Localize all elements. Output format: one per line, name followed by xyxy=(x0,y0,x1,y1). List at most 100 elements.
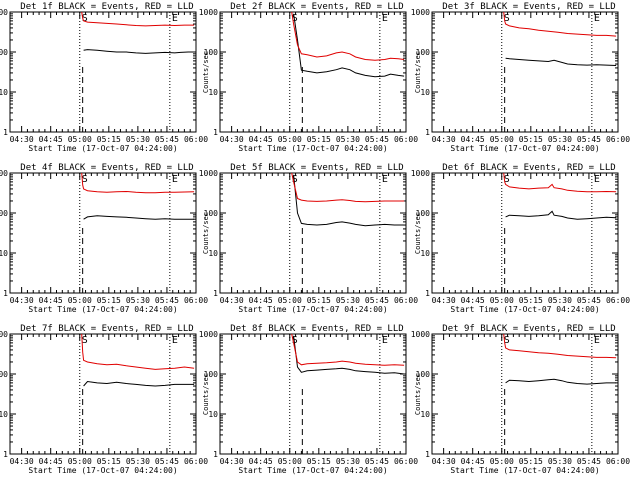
x-tick-label: 05:15 xyxy=(97,135,121,144)
y-tick-label: 100 xyxy=(416,370,431,379)
x-tick-label: 04:45 xyxy=(249,457,273,466)
x-tick-label: 04:30 xyxy=(432,296,456,305)
x-tick-label: 05:00 xyxy=(278,457,302,466)
y-tick-label: 1 xyxy=(3,128,8,137)
chart-title: Det 4f BLACK = Events, RED = LLD xyxy=(20,163,193,173)
x-tick-label: 04:45 xyxy=(461,135,485,144)
x-tick-label: 06:00 xyxy=(184,135,208,144)
x-tick-label: 05:30 xyxy=(336,296,360,305)
chart-title: Det 2f BLACK = Events, RED = LLD xyxy=(230,2,403,12)
events-series-line xyxy=(505,378,617,385)
end-marker: E xyxy=(172,13,178,24)
plot-frame xyxy=(219,172,407,294)
x-axis-label: Start Time (17-Oct-07 04:24:00) xyxy=(450,144,599,153)
y-axis-label: Counts/sec xyxy=(414,51,422,93)
x-axis-label: Start Time (17-Oct-07 04:24:00) xyxy=(450,466,599,475)
plot-frame xyxy=(9,172,197,294)
lld-series-line xyxy=(81,333,195,370)
end-marker: E xyxy=(594,174,600,185)
start-marker: S xyxy=(504,174,510,185)
x-tick-label: 05:30 xyxy=(548,457,572,466)
y-tick-label: 1000 xyxy=(199,169,218,178)
events-series-line xyxy=(293,174,405,227)
y-tick-label: 100 xyxy=(204,48,219,57)
events-series-line xyxy=(293,335,405,375)
x-axis-label: Start Time (17-Oct-07 04:24:00) xyxy=(450,305,599,314)
x-tick-label: 04:30 xyxy=(10,457,34,466)
y-tick-label: 1000 xyxy=(0,330,8,339)
y-tick-label: 10 xyxy=(208,249,218,258)
start-marker: S xyxy=(292,335,298,346)
end-marker: E xyxy=(594,13,600,24)
x-tick-label: 04:30 xyxy=(432,457,456,466)
start-marker: S xyxy=(82,174,88,185)
y-tick-label: 1 xyxy=(3,289,8,298)
y-tick-label: 1 xyxy=(425,450,430,459)
start-marker: S xyxy=(82,13,88,24)
y-tick-label: 1 xyxy=(213,289,218,298)
x-tick-label: 05:45 xyxy=(155,457,179,466)
x-tick-label: 06:00 xyxy=(184,296,208,305)
chart-panel-4: Det 4f BLACK = Events, RED = LLD 1 10 100 10… xyxy=(0,163,208,314)
x-tick-label: 05:00 xyxy=(490,457,514,466)
lld-series-line xyxy=(81,11,195,27)
y-tick-label: 1000 xyxy=(411,8,430,17)
chart-title: Det 5f BLACK = Events, RED = LLD xyxy=(230,163,403,173)
x-tick-label: 04:45 xyxy=(249,135,273,144)
x-tick-label: 04:30 xyxy=(432,135,456,144)
x-tick-label: 06:00 xyxy=(394,135,418,144)
x-tick-label: 05:45 xyxy=(577,135,601,144)
y-tick-label: 1000 xyxy=(411,169,430,178)
x-tick-label: 04:45 xyxy=(461,457,485,466)
y-axis-label: Counts/sec xyxy=(202,373,210,415)
lld-series-line xyxy=(291,333,405,366)
x-tick-label: 05:00 xyxy=(490,296,514,305)
x-tick-label: 05:15 xyxy=(307,296,331,305)
x-tick-label: 05:30 xyxy=(336,135,360,144)
y-tick-label: 1 xyxy=(425,289,430,298)
x-tick-label: 05:15 xyxy=(97,457,121,466)
x-tick-label: 05:30 xyxy=(548,296,572,305)
x-tick-label: 05:45 xyxy=(365,135,389,144)
chart-panel-8: Det 8f BLACK = Events, RED = LLD 1 10 100 10… xyxy=(199,324,418,475)
chart-title: Det 7f BLACK = Events, RED = LLD xyxy=(20,324,193,334)
events-series-line xyxy=(83,380,195,387)
x-tick-label: 04:30 xyxy=(220,457,244,466)
lld-series-line xyxy=(291,11,405,61)
x-tick-label: 04:30 xyxy=(220,135,244,144)
x-tick-label: 06:00 xyxy=(394,296,418,305)
x-tick-label: 05:30 xyxy=(126,296,150,305)
x-tick-label: 06:00 xyxy=(184,457,208,466)
x-axis-label: Start Time (17-Oct-07 04:24:00) xyxy=(28,305,177,314)
chart-title: Det 3f BLACK = Events, RED = LLD xyxy=(442,2,615,12)
y-axis-label: Counts/sec xyxy=(414,373,422,415)
plot-frame xyxy=(431,11,619,133)
events-series-line xyxy=(83,215,195,220)
x-tick-label: 04:30 xyxy=(220,296,244,305)
x-tick-label: 04:30 xyxy=(10,135,34,144)
x-tick-label: 05:15 xyxy=(519,296,543,305)
start-marker: S xyxy=(504,335,510,346)
x-axis-label: Start Time (17-Oct-07 04:24:00) xyxy=(238,305,387,314)
chart-panel-5: Det 5f BLACK = Events, RED = LLD 1 10 100 10… xyxy=(199,163,418,314)
y-tick-label: 1000 xyxy=(0,169,8,178)
y-tick-label: 1000 xyxy=(0,8,8,17)
events-series-line xyxy=(293,13,405,78)
x-axis-label: Start Time (17-Oct-07 04:24:00) xyxy=(28,144,177,153)
x-tick-label: 05:45 xyxy=(155,296,179,305)
y-tick-label: 100 xyxy=(0,370,8,379)
y-tick-label: 10 xyxy=(0,88,8,97)
y-axis-label: Counts/sec xyxy=(202,212,210,254)
end-marker: E xyxy=(172,174,178,185)
end-marker: E xyxy=(172,335,178,346)
start-marker: S xyxy=(504,13,510,24)
chart-panel-6: Det 6f BLACK = Events, RED = LLD 1 10 100 10… xyxy=(411,163,630,314)
chart-title: Det 6f BLACK = Events, RED = LLD xyxy=(442,163,615,173)
x-tick-label: 05:30 xyxy=(336,457,360,466)
x-tick-label: 05:15 xyxy=(519,135,543,144)
chart-title: Det 8f BLACK = Events, RED = LLD xyxy=(230,324,403,334)
x-tick-label: 05:45 xyxy=(577,296,601,305)
x-tick-label: 05:15 xyxy=(519,457,543,466)
chart-title: Det 1f BLACK = Events, RED = LLD xyxy=(20,2,193,12)
events-series-line xyxy=(505,210,617,220)
